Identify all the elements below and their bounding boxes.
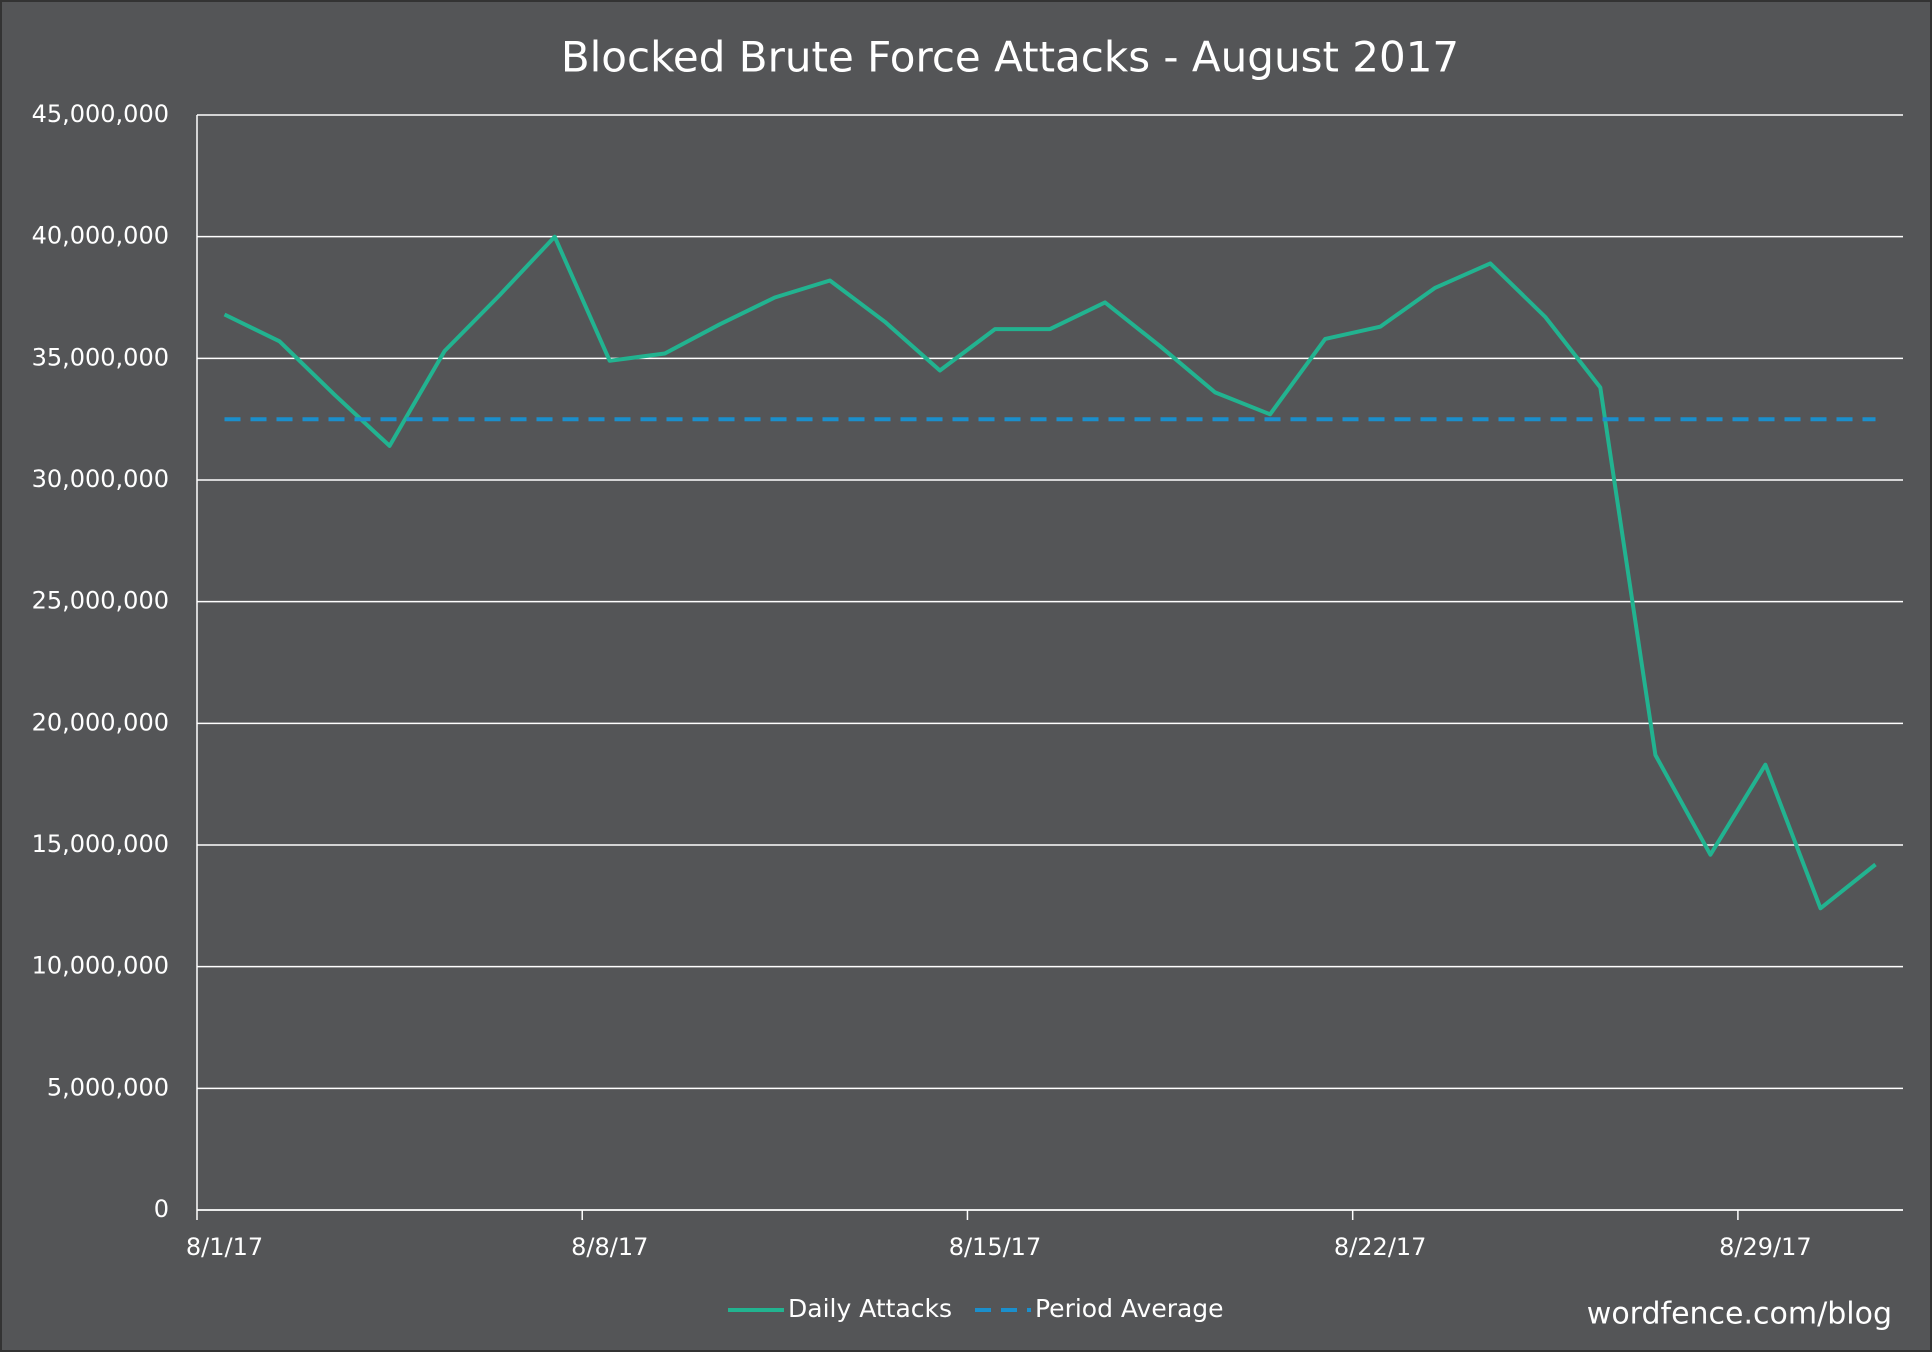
x-tick-label: 8/22/17 (1334, 1233, 1427, 1261)
y-tick-label: 5,000,000 (47, 1073, 169, 1101)
y-tick-label: 40,000,000 (32, 222, 169, 250)
y-tick-label: 15,000,000 (32, 830, 169, 858)
x-tick-label: 8/15/17 (949, 1233, 1042, 1261)
y-tick-label: 35,000,000 (32, 343, 169, 371)
x-tick-label: 8/1/17 (186, 1233, 263, 1261)
y-tick-label: 10,000,000 (32, 952, 169, 980)
x-tick-label: 8/8/17 (571, 1233, 648, 1261)
chart-title: Blocked Brute Force Attacks - August 201… (561, 33, 1459, 82)
y-tick-label: 0 (154, 1195, 169, 1223)
legend-label: Period Average (1035, 1294, 1224, 1323)
series-line (223, 234, 1877, 911)
y-tick-label: 20,000,000 (32, 708, 169, 736)
y-tick-label: 25,000,000 (32, 587, 169, 615)
x-tick-label: 8/29/17 (1719, 1233, 1812, 1261)
y-tick-label: 30,000,000 (32, 465, 169, 493)
legend-label: Daily Attacks (788, 1294, 952, 1323)
y-tick-label: 45,000,000 (32, 100, 169, 128)
watermark: wordfence.com/blog (1587, 1297, 1892, 1332)
